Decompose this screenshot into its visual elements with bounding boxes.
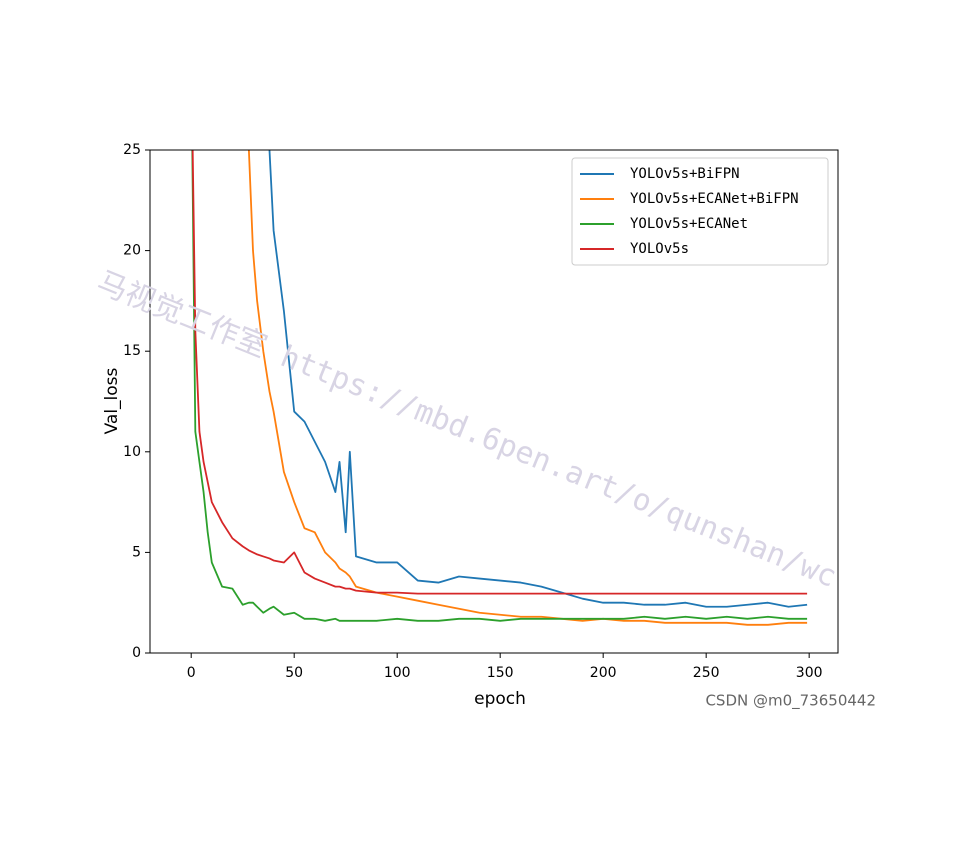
axes-frame: [149, 149, 839, 654]
credit: CSDN @m0_73650442: [705, 692, 876, 711]
y-axis-label: Val_loss: [102, 367, 122, 434]
series-line: [191, 150, 808, 622]
x-tick-label: 250: [693, 665, 720, 681]
y-tick-label: 10: [123, 444, 141, 460]
lines: [191, 150, 808, 626]
series-line: [191, 150, 808, 595]
y-tick-label: 5: [132, 544, 141, 560]
x-tick-label: 200: [590, 665, 617, 681]
x-tick-label: 0: [187, 665, 196, 681]
y-tick-label: 25: [123, 142, 141, 158]
x-tick-label: 150: [487, 665, 514, 681]
series-line: [268, 150, 808, 608]
legend-label: YOLOv5s+ECANet+BiFPN: [630, 191, 799, 207]
x-axis-label: epoch: [474, 689, 526, 709]
y-tick-label: 20: [123, 243, 141, 259]
x-tick-label: 300: [796, 665, 823, 681]
legend-label: YOLOv5s+BiFPN: [630, 166, 740, 182]
x-tick-label: 50: [285, 665, 303, 681]
x-tick-label: 100: [384, 665, 411, 681]
y-tick-label: 15: [123, 343, 141, 359]
series-line: [247, 150, 808, 626]
legend-label: YOLOv5s+ECANet: [630, 216, 748, 232]
y-tick-label: 0: [132, 645, 141, 661]
plot-area: [191, 150, 808, 626]
legend-label: YOLOv5s: [630, 241, 689, 257]
legend-box: [571, 157, 829, 266]
